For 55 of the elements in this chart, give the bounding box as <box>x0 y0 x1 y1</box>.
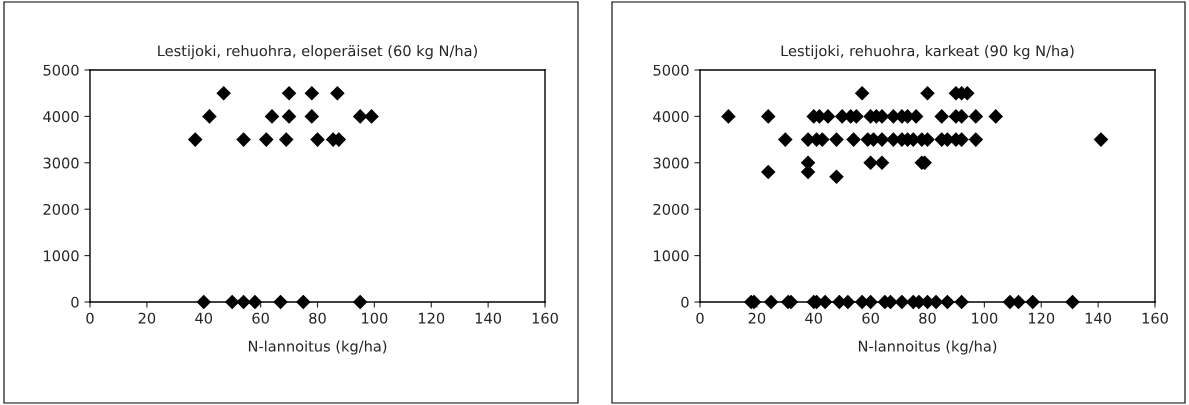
point <box>236 132 251 147</box>
y-tick-label: 4000 <box>653 111 689 123</box>
x-axis-title: N-lannoitus (kg/ha) <box>248 340 387 355</box>
chart-title: Lestijoki, rehuohra, karkeat (90 kg N/ha) <box>781 45 1074 60</box>
point <box>216 85 231 101</box>
point <box>330 85 345 101</box>
point <box>224 294 240 310</box>
x-tick-label: 80 <box>309 312 326 324</box>
y-tick-label: 3000 <box>653 157 689 169</box>
x-tick-label: 100 <box>972 312 998 324</box>
x-tick-label: 120 <box>1028 312 1055 324</box>
point <box>187 132 203 147</box>
point <box>304 85 320 101</box>
point <box>259 132 274 147</box>
x-tick-label: 20 <box>748 312 766 324</box>
y-tick-label: 1000 <box>44 250 79 262</box>
y-tick-label: 2000 <box>43 203 79 215</box>
x-tick-label: 80 <box>919 312 936 324</box>
point <box>273 294 288 310</box>
y-tick-label: 1000 <box>654 250 689 262</box>
x-tick-label: 20 <box>138 312 156 324</box>
point <box>364 109 379 124</box>
x-tick-label: 60 <box>252 312 269 324</box>
y-tick-label: 5000 <box>43 64 79 76</box>
x-tick-label: 160 <box>532 312 558 324</box>
chart-title: Lestijoki, rehuohra, eloperäiset (60 kg N/ha) <box>158 45 477 60</box>
x-tick-label: 0 <box>696 312 704 324</box>
x-tick-label: 120 <box>418 312 445 324</box>
y-tick-label: 2000 <box>653 203 689 215</box>
point <box>247 294 263 310</box>
x-tick-label: 140 <box>1085 312 1112 324</box>
x-tick-label: 40 <box>805 312 823 324</box>
point <box>281 85 297 101</box>
point <box>352 109 368 124</box>
point <box>264 109 280 124</box>
x-tick-label: 0 <box>86 312 94 324</box>
y-tick-label: 0 <box>681 296 689 308</box>
x-tick-label: 160 <box>1142 312 1168 324</box>
point <box>196 294 212 310</box>
point <box>304 109 320 124</box>
y-tick-label: 5000 <box>653 64 689 76</box>
point <box>278 132 294 147</box>
x-tick-label: 100 <box>362 312 388 324</box>
x-tick-label: 60 <box>862 312 879 324</box>
point <box>281 109 297 124</box>
x-tick-label: 40 <box>195 312 213 324</box>
point <box>296 294 311 310</box>
x-axis-title: N-lannoitus (kg/ha) <box>858 340 997 355</box>
x-tick-label: 140 <box>475 312 502 324</box>
y-tick-label: 3000 <box>43 157 79 169</box>
point <box>310 132 325 147</box>
y-tick-label: 0 <box>71 296 79 308</box>
y-tick-label: 4000 <box>43 111 79 123</box>
point <box>202 109 217 124</box>
point <box>352 294 368 310</box>
